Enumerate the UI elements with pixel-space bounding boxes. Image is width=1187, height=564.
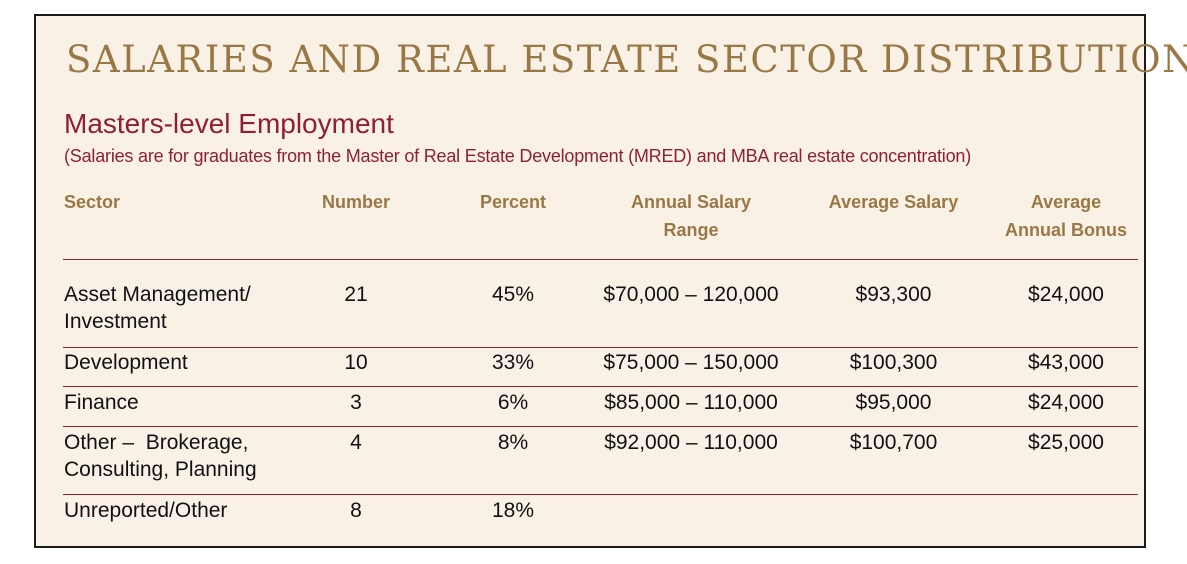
row-divider <box>63 494 1138 495</box>
row-sector-line1: Development <box>64 351 188 374</box>
row-salary-range: $70,000 – 120,000 <box>603 283 779 306</box>
header-divider <box>63 259 1138 260</box>
row-percent: 33% <box>491 351 535 374</box>
row-sector: Asset Management/ Investment <box>64 281 304 335</box>
row-salary-range: $92,000 – 110,000 <box>604 431 778 454</box>
page-title: SALARIES AND REAL ESTATE SECTOR DISTRIBU… <box>66 38 1187 81</box>
row-divider <box>63 347 1138 348</box>
row-sector: Unreported/Other <box>64 497 304 524</box>
row-sector: Finance <box>64 389 304 416</box>
row-average-bonus: $24,000 <box>1028 283 1104 306</box>
section-heading: Masters-level Employment <box>64 108 394 139</box>
row-sector-line2: Investment <box>64 310 167 333</box>
header-salary-range: Annual Salary Range <box>596 188 786 244</box>
salary-note: (Salaries are for graduates from the Mas… <box>64 146 972 166</box>
row-percent: 18% <box>491 499 535 522</box>
row-salary-range: $85,000 – 110,000 <box>604 391 778 414</box>
row-salary-range: $75,000 – 150,000 <box>603 351 779 374</box>
row-number: 8 <box>350 499 362 522</box>
row-number: 21 <box>344 283 368 306</box>
row-sector-line1: Other – Brokerage, <box>64 431 249 454</box>
row-sector-line1: Finance <box>64 391 139 414</box>
row-sector-line2: Consulting, Planning <box>64 458 257 481</box>
header-average-bonus-line1: Average <box>1030 192 1102 212</box>
row-sector-line1: Unreported/Other <box>64 499 228 522</box>
row-number: 3 <box>350 391 362 414</box>
header-salary-range-line2: Range <box>663 220 719 240</box>
row-sector: Development <box>64 349 304 376</box>
row-number: 4 <box>350 431 362 454</box>
row-sector: Other – Brokerage, Consulting, Planning <box>64 429 304 483</box>
header-average-salary: Average Salary <box>828 192 959 212</box>
salary-panel: SALARIES AND REAL ESTATE SECTOR DISTRIBU… <box>34 14 1187 548</box>
row-number: 10 <box>344 351 368 374</box>
row-average-bonus: $43,000 <box>1028 351 1104 374</box>
header-number: Number <box>321 192 390 212</box>
header-sector: Sector <box>64 192 121 212</box>
row-percent: 8% <box>497 431 529 454</box>
row-average-bonus: $24,000 <box>1028 391 1104 414</box>
row-average-salary: $95,000 <box>855 391 932 414</box>
header-salary-range-line1: Annual Salary <box>630 192 752 212</box>
row-percent: 45% <box>491 283 535 306</box>
row-average-salary: $100,300 <box>849 351 938 374</box>
header-percent: Percent <box>479 192 547 212</box>
row-percent: 6% <box>497 391 529 414</box>
row-average-salary: $93,300 <box>855 283 932 306</box>
row-sector-line1: Asset Management/ <box>64 283 251 306</box>
row-divider <box>63 386 1138 387</box>
row-divider <box>63 426 1138 427</box>
row-average-salary: $100,700 <box>849 431 938 454</box>
header-average-bonus: Average Annual Bonus <box>986 188 1146 244</box>
row-average-bonus: $25,000 <box>1028 431 1104 454</box>
header-average-bonus-line2: Annual Bonus <box>1005 220 1127 240</box>
